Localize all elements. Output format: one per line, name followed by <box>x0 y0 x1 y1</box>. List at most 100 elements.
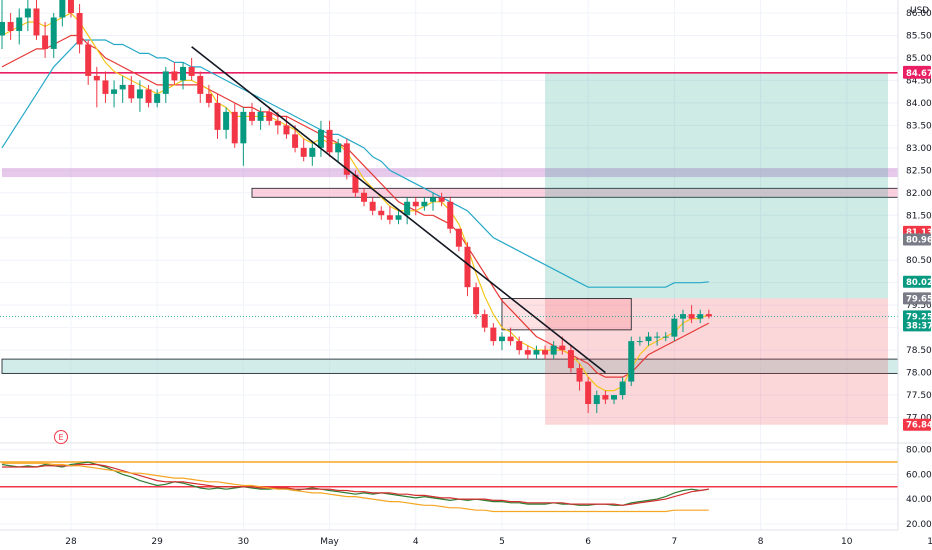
candle-body <box>438 197 445 202</box>
time-tick-label: 30 <box>238 537 250 547</box>
candle-body <box>283 125 290 135</box>
candle-body <box>145 89 152 103</box>
time-tick-label: 10 <box>841 537 853 547</box>
oscillator-panel <box>0 449 898 525</box>
candle-body <box>188 66 195 76</box>
price-tick-label: 78.00 <box>906 369 932 379</box>
price-tag <box>903 66 931 79</box>
candle-body <box>498 336 505 342</box>
candle-body <box>559 345 566 351</box>
candle-body <box>455 228 462 247</box>
price-tick-label: 77.00 <box>906 414 932 424</box>
candle-body <box>67 0 74 13</box>
price-tick-label: 81.50 <box>906 211 932 221</box>
candle-body <box>326 129 333 153</box>
candle-body <box>33 8 40 36</box>
candle-body <box>430 197 436 202</box>
candle-body <box>524 350 531 355</box>
candle-body <box>645 336 652 342</box>
candle-body <box>240 111 247 144</box>
candle-body <box>111 89 118 94</box>
price-tick-label: 85.00 <box>906 54 932 64</box>
candle-body <box>24 8 31 18</box>
price-tick-label: 80.50 <box>906 256 932 266</box>
candle-body <box>688 314 695 319</box>
candle-body <box>602 395 609 400</box>
candle-body <box>42 35 49 49</box>
price-tick-label: 83.00 <box>906 144 932 154</box>
candle-body <box>516 341 523 351</box>
trendline[interactable] <box>191 46 606 374</box>
candle-body <box>395 215 402 220</box>
candle-body <box>274 120 281 126</box>
candle-body <box>214 102 221 130</box>
candle-body <box>507 336 514 342</box>
time-tick-label: 29 <box>151 537 163 547</box>
price-tick-label: 83.50 <box>906 121 932 131</box>
candle-body <box>567 350 574 369</box>
candle-body <box>171 71 178 81</box>
earnings-event-marker[interactable]: E <box>54 430 68 444</box>
osc-tick-label: 80.00 <box>906 446 932 456</box>
candle-body <box>404 201 411 216</box>
candle-body <box>231 111 238 144</box>
price-tag <box>903 319 931 332</box>
price-tag-label: 38:37 <box>906 321 932 331</box>
candle-body <box>619 381 626 396</box>
candle-body <box>162 71 169 94</box>
event-circle-icon <box>54 430 68 444</box>
time-tick-label: 5 <box>499 537 505 547</box>
candle-body <box>85 44 92 76</box>
price-tag <box>903 292 931 305</box>
candlestick-series <box>0 0 712 414</box>
price-tick-label: 84.50 <box>906 76 932 86</box>
time-axis[interactable]: 28 29 30 May 4 5 6 7 8 10 11 <box>0 529 932 547</box>
osc-series-line <box>2 462 709 513</box>
candle-body <box>697 314 704 319</box>
candle-body <box>662 336 669 338</box>
candle-body <box>257 111 264 121</box>
price-tag-label: 79.25 <box>906 312 932 322</box>
candle-body <box>705 314 712 317</box>
candle-body <box>628 341 635 382</box>
price-tag <box>903 233 931 246</box>
candle-body <box>197 75 204 94</box>
long-position-tool[interactable] <box>501 72 888 425</box>
moving-averages <box>1 12 710 392</box>
candle-body <box>533 350 540 355</box>
candle-body <box>300 147 307 157</box>
candle-body <box>361 192 368 202</box>
price-tag-label: 84.67 <box>906 69 932 79</box>
candle-body <box>16 17 23 31</box>
candle-body <box>654 336 661 338</box>
candle-body <box>317 129 324 148</box>
candle-body <box>542 350 549 355</box>
candle-body <box>490 327 497 342</box>
candle-body <box>679 314 686 319</box>
osc-series-line <box>1 461 709 506</box>
trendline-segment <box>191 46 606 374</box>
candle-body <box>464 246 471 288</box>
ema-mid-line <box>1 34 710 378</box>
time-tick-label: 7 <box>671 537 677 547</box>
osc-series-line <box>2 463 709 506</box>
candle-body <box>93 75 100 81</box>
currency-label[interactable]: USD <box>910 6 929 16</box>
price-zone <box>2 168 898 178</box>
candle-body <box>119 84 126 90</box>
entry-box <box>501 298 632 331</box>
osc-tick-label: 40.00 <box>906 495 932 505</box>
candle-body <box>421 201 428 207</box>
price-axis[interactable]: 77.0077.5078.0078.5079.0079.5080.0080.50… <box>897 0 932 530</box>
price-tick-label: 82.00 <box>906 189 932 199</box>
price-tick-label: 82.50 <box>906 166 932 176</box>
price-tick-label: 77.50 <box>906 391 932 401</box>
loss-zone <box>545 298 888 425</box>
candle-body <box>128 84 135 99</box>
time-tick-label: 11 <box>927 537 932 547</box>
candle-body <box>378 210 385 216</box>
price-tag-label: 76.84 <box>906 421 932 431</box>
candle-body <box>636 341 643 343</box>
candle-body <box>550 345 557 355</box>
